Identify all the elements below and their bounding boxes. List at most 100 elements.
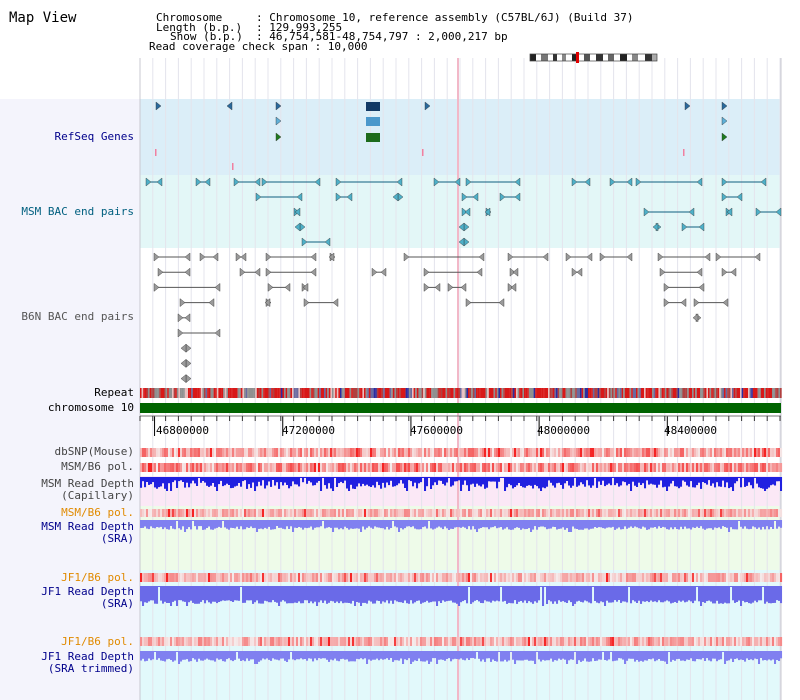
b6n-bac-label[interactable]: B6N BAC end pairs <box>21 310 134 323</box>
msm-bac-label[interactable]: MSM BAC end pairs <box>21 205 134 218</box>
dbsnp-cell <box>198 448 201 457</box>
jf1-pol-label-2[interactable]: JF1/B6 pol. <box>61 635 134 648</box>
msm-capillary-depth-bar <box>696 477 699 486</box>
msm-sra-depth-bar <box>418 520 421 530</box>
repeat-element <box>154 388 157 398</box>
jf1-sra-depth-bar <box>490 586 493 603</box>
msm-b6-pol-2-cell <box>188 509 191 517</box>
jf1-depth-sra-label-1[interactable]: JF1 Read Depth <box>41 585 134 598</box>
msm-capillary-depth-bar <box>330 477 333 489</box>
jf1-b6-pol-2-cell <box>570 637 573 646</box>
msm-capillary-depth-bar <box>302 477 305 483</box>
jf1-sra-depth-bar <box>514 586 517 601</box>
msm-b6-pol-2-cell <box>330 509 333 517</box>
repeat-element <box>399 388 401 398</box>
b6n-bac-pair-end <box>212 252 219 262</box>
jf1-b6-pol-cell <box>740 573 743 582</box>
msm-sra-depth-bar <box>298 520 301 527</box>
repeat-element <box>567 388 569 398</box>
msm-capillary-depth-bar <box>600 477 603 485</box>
jf1-b6-pol-cell <box>426 573 429 582</box>
msm-b6-pol-cell <box>724 463 727 472</box>
jf1-b6-pol-cell <box>274 573 277 582</box>
msm-sra-depth-bar <box>184 520 187 532</box>
msm-b6-pol-2-cell <box>412 509 415 517</box>
b6n-bac-pair-end <box>153 252 160 262</box>
repeat-element <box>607 388 609 398</box>
dbsnp-cell <box>300 448 303 457</box>
repeat-element <box>780 388 782 398</box>
msm-b6-pol-2-cell <box>244 509 247 517</box>
repeat-element <box>434 388 437 398</box>
jf1-b6-pol-cell <box>726 573 729 582</box>
msm-b6-pol-cell <box>190 463 193 472</box>
jf1-b6-pol-2-cell <box>162 637 165 646</box>
jf1-sra-depth-bar <box>566 586 569 603</box>
msm-depth-sra-label-1[interactable]: MSM Read Depth <box>41 520 134 533</box>
dbsnp-cell <box>292 448 295 457</box>
msm-sra-depth-bar <box>168 520 171 530</box>
jf1-b6-pol-2-cell <box>622 637 625 646</box>
msm-b6-pol-2-cell <box>296 509 299 517</box>
msm-depth-capillary-label-1[interactable]: MSM Read Depth <box>41 477 134 490</box>
dbsnp-cell <box>354 448 357 457</box>
jf1-b6-pol-2-cell <box>484 637 487 646</box>
msm-capillary-depth-bar <box>566 477 569 481</box>
msm-capillary-depth-bar <box>208 477 211 487</box>
jf1-b6-pol-cell <box>544 573 547 582</box>
dbsnp-cell <box>666 448 669 457</box>
jf1-sra-depth-bar <box>240 586 243 587</box>
msm-sra-depth-bar <box>550 520 553 529</box>
jf1-b6-pol-cell <box>250 573 253 582</box>
msm-b6-pol-2-cell <box>712 509 715 517</box>
msm-b6-pol-2-cell <box>420 509 423 517</box>
msm-sra-depth-bar <box>410 520 413 528</box>
repeat-element <box>228 388 230 398</box>
msm-b6-pol-cell <box>760 463 763 472</box>
msm-b6-pol-2-cell <box>440 509 443 517</box>
msm-b6-pol-label[interactable]: MSM/B6 pol. <box>61 460 134 473</box>
msm-b6-pol-cell <box>738 463 741 472</box>
msm-sra-depth-bar <box>276 520 279 526</box>
dbsnp-cell <box>162 448 165 457</box>
dbsnp-cell <box>672 448 675 457</box>
repeat-element <box>692 388 694 398</box>
msm-capillary-depth-bar <box>592 477 595 486</box>
msm-b6-pol-2-cell <box>344 509 347 517</box>
ideogram-band <box>536 54 541 61</box>
msm-b6-pol-cell <box>674 463 677 472</box>
refseq-label[interactable]: RefSeq Genes <box>54 130 134 143</box>
msm-sra-depth-bar <box>454 520 457 528</box>
repeat-element <box>735 388 737 398</box>
jf1-b6-pol-2-cell <box>618 637 621 646</box>
msm-sra-depth-bar <box>210 520 213 530</box>
jf1-sra-depth-bar <box>456 586 459 604</box>
msm-b6-pol-cell <box>612 463 615 472</box>
msm-b6-pol-2-cell <box>452 509 455 517</box>
msm-b6-pol-2-cell <box>518 509 521 517</box>
jf1-b6-pol-cell <box>640 573 643 582</box>
jf1-b6-pol-cell <box>448 573 451 582</box>
repeat-element <box>272 388 275 398</box>
repeat-element <box>608 388 611 398</box>
jf1-pol-label-1[interactable]: JF1/B6 pol. <box>61 571 134 584</box>
dbsnp-cell <box>410 448 413 457</box>
jf1-trimmed-depth-bar <box>328 651 331 662</box>
msm-b6-pol-2-cell <box>366 509 369 517</box>
jf1-trimmed-depth-bar <box>604 651 607 660</box>
msm-capillary-depth-bar <box>778 477 781 482</box>
msm-b6-pol-2-label[interactable]: MSM/B6 pol. <box>61 506 134 519</box>
jf1-sra-depth-bar <box>638 586 641 601</box>
jf1-depth-trimmed-label-1[interactable]: JF1 Read Depth <box>41 650 134 663</box>
jf1-sra-depth-bar <box>314 586 317 602</box>
jf1-sra-depth-bar <box>318 586 321 603</box>
repeat-element <box>367 388 369 398</box>
dbsnp-cell <box>692 448 695 457</box>
jf1-sra-depth-bar <box>426 586 429 601</box>
jf1-b6-pol-cell <box>272 573 275 582</box>
jf1-sra-depth-bar <box>428 586 431 603</box>
repeat-element <box>365 388 368 398</box>
b6n-bac-pair-end <box>310 252 317 262</box>
dbsnp-label[interactable]: dbSNP(Mouse) <box>54 445 134 458</box>
jf1-sra-depth-bar <box>676 586 679 603</box>
